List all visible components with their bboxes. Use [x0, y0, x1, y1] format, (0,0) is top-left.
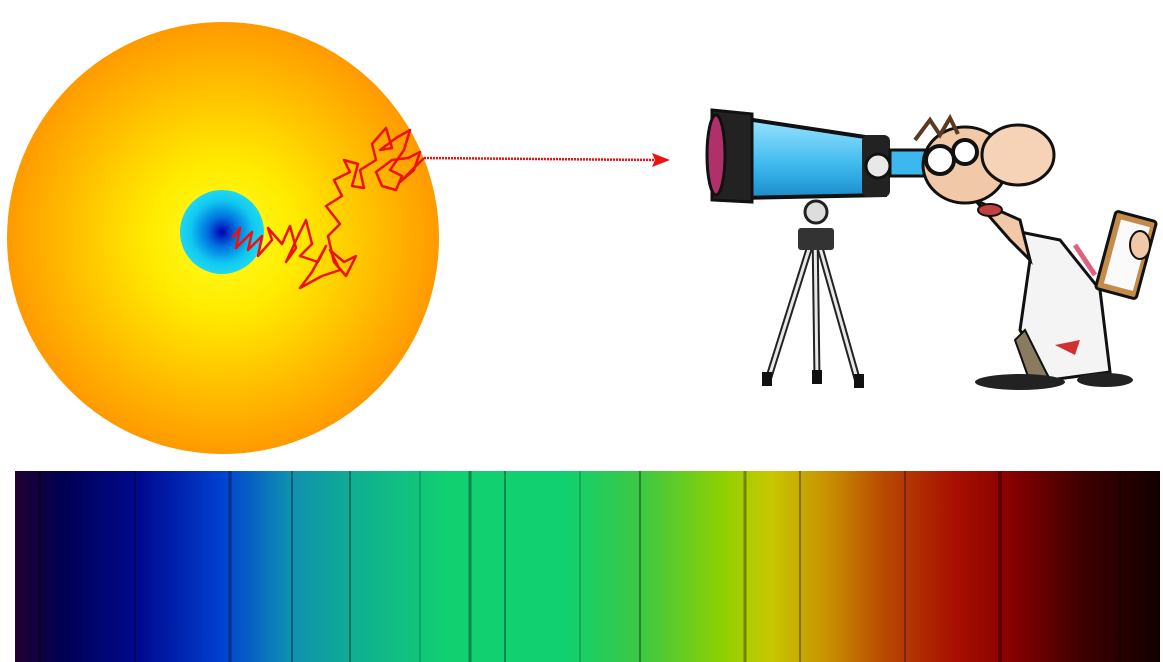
mouth: [977, 203, 1003, 217]
tripod-leg: [766, 229, 817, 381]
shoe: [1077, 373, 1133, 387]
spectrum: [15, 471, 1160, 662]
random-walk: [231, 126, 425, 290]
tripod-foot: [854, 374, 864, 388]
telescope-knob: [864, 152, 892, 180]
telescope-lens: [705, 113, 727, 197]
hair: [913, 113, 960, 142]
glasses: [951, 138, 979, 166]
absorption-lines: [38, 471, 1122, 662]
tripod-leg: [813, 229, 860, 383]
tripod-foot: [812, 370, 822, 384]
arrowhead: [652, 153, 670, 167]
tie: [1055, 340, 1080, 355]
pencil: [1072, 243, 1098, 277]
tripod-head: [798, 228, 834, 250]
sun-core: [180, 190, 264, 274]
eyepiece: [888, 148, 928, 178]
shoe: [975, 374, 1065, 390]
lab-coat: [1006, 227, 1112, 382]
tripod-knob: [803, 199, 829, 225]
nose: [980, 123, 1056, 187]
tripod: [762, 199, 864, 388]
escape-ray: [423, 156, 657, 162]
telescope: [705, 108, 928, 204]
tripod-foot: [762, 372, 772, 386]
tripod-leg: [813, 229, 819, 379]
hand: [1129, 230, 1151, 260]
scientist: [913, 113, 1158, 390]
glasses: [924, 144, 956, 176]
